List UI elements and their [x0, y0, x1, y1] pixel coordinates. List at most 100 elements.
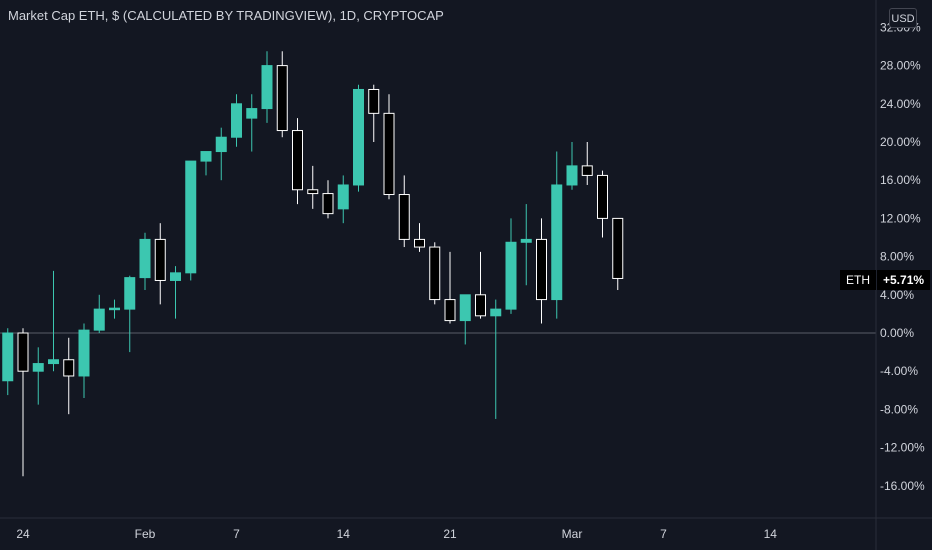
candle-body — [63, 359, 75, 377]
price-tick-label: 20.00% — [880, 135, 921, 149]
candle — [124, 275, 136, 353]
candle — [154, 223, 166, 305]
candle — [490, 299, 502, 419]
price-tick-label: 8.00% — [880, 250, 914, 264]
candle — [414, 223, 425, 252]
time-tick-label: 21 — [443, 527, 457, 541]
candle — [292, 118, 303, 205]
candle — [231, 94, 242, 147]
candle-body — [520, 238, 532, 243]
candle-body — [307, 189, 319, 195]
time-tick-label: Mar — [562, 527, 583, 541]
candle-body — [154, 238, 166, 281]
candle — [459, 294, 471, 345]
candle — [444, 251, 456, 324]
candle-body — [276, 65, 288, 132]
time-tick-label: Feb — [135, 527, 156, 541]
candle — [353, 84, 364, 192]
candle-body — [505, 241, 517, 310]
price-tick-label: 16.00% — [880, 173, 921, 187]
currency-button[interactable]: USD — [889, 8, 917, 28]
candle-body — [398, 194, 410, 240]
candle — [139, 232, 151, 291]
candle — [581, 142, 593, 185]
candle-body — [612, 217, 624, 279]
candle — [505, 218, 517, 314]
candle — [215, 127, 227, 181]
candle — [307, 165, 319, 209]
time-tick-label: 14 — [764, 527, 778, 541]
candle-body — [215, 136, 227, 153]
candle-body — [139, 238, 151, 279]
candle — [536, 218, 547, 324]
candle — [566, 142, 578, 190]
time-tick-label: 14 — [337, 527, 351, 541]
candle — [368, 84, 380, 142]
candle — [337, 175, 349, 224]
candle-body — [337, 184, 349, 210]
candle — [475, 251, 486, 319]
time-tick-label: 7 — [233, 527, 240, 541]
badge-symbol: ETH — [840, 270, 876, 290]
candle-body — [490, 308, 502, 317]
time-tick-label: 7 — [660, 527, 667, 541]
candle — [48, 270, 59, 372]
candle — [520, 204, 532, 286]
time-tick-label: 24 — [16, 527, 30, 541]
candle — [261, 51, 273, 123]
candle-body — [536, 238, 547, 301]
candle — [429, 242, 441, 305]
candle-body — [170, 272, 181, 281]
candle-body — [231, 103, 242, 138]
candle — [32, 347, 44, 405]
candle-body — [597, 174, 608, 219]
candle — [276, 51, 288, 138]
last-value-badge: ETH +5.71% — [840, 270, 931, 290]
price-scale[interactable]: 32.00%28.00%24.00%20.00%16.00%12.00%8.00… — [880, 20, 925, 492]
price-tick-label: -8.00% — [880, 402, 918, 416]
candle-body — [353, 88, 364, 186]
candle — [200, 151, 212, 176]
time-scale[interactable]: 24 Feb 7 14 21 Mar 7 14 — [16, 527, 777, 541]
candle-body — [185, 160, 197, 274]
price-tick-label: 28.00% — [880, 59, 921, 73]
candle — [170, 266, 181, 319]
candle-body — [475, 294, 486, 317]
candle — [612, 217, 624, 291]
candle-body — [261, 65, 273, 110]
candle-body — [200, 151, 212, 162]
chart-title: Market Cap ETH, $ (CALCULATED BY TRADING… — [8, 8, 444, 23]
price-tick-label: -12.00% — [880, 441, 925, 455]
candle-body — [2, 332, 14, 382]
candle-body — [368, 88, 380, 114]
candle-body — [566, 165, 578, 186]
candle-body — [459, 294, 471, 322]
candle — [17, 328, 29, 477]
candle — [383, 94, 395, 200]
price-tick-label: 0.00% — [880, 326, 914, 340]
candle — [2, 328, 14, 396]
candle-body — [109, 307, 120, 311]
candle-body — [322, 193, 334, 215]
candle-body — [292, 130, 303, 191]
candle-body — [246, 108, 258, 119]
candle — [597, 170, 608, 238]
price-tick-label: -4.00% — [880, 364, 918, 378]
candle — [551, 151, 563, 319]
candle — [246, 94, 258, 152]
price-tick-label: 24.00% — [880, 97, 921, 111]
candle-body — [414, 238, 425, 248]
candle-body — [444, 299, 456, 322]
candle — [109, 299, 120, 319]
candle — [93, 294, 105, 333]
candle-body — [78, 329, 90, 377]
candle — [185, 160, 197, 281]
price-tick-label: -16.00% — [880, 479, 925, 493]
candles — [2, 51, 624, 477]
candle-body — [383, 112, 395, 196]
candle — [78, 323, 90, 398]
candle-body — [93, 308, 105, 331]
price-tick-label: 4.00% — [880, 288, 914, 302]
candle — [398, 175, 410, 248]
